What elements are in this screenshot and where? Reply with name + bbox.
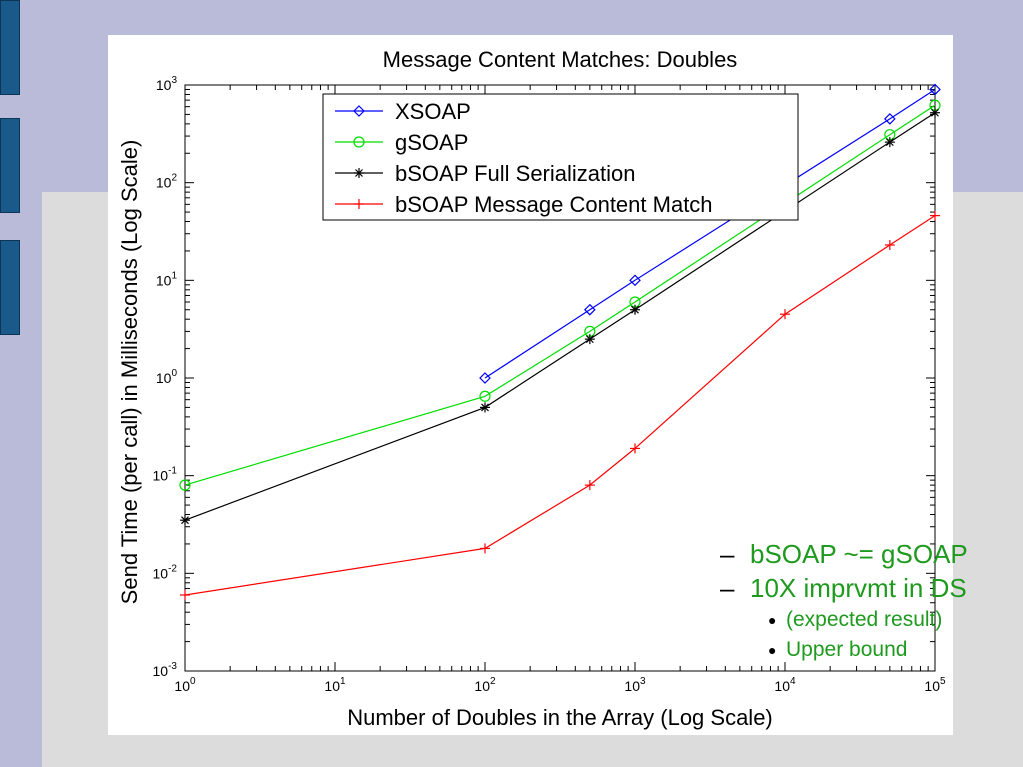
data-point-plus (180, 590, 190, 601)
data-point-circle (353, 136, 365, 148)
data-point-star (930, 107, 940, 118)
bullet-list: – bSOAP ~= gSOAP –10X imprvmt in DS ● (exp… (720, 537, 968, 665)
data-point-diamond (353, 105, 365, 117)
y-tick-label: 102 (156, 173, 178, 191)
y-axis-label: Send Time (per call) in Milliseconds (Lo… (117, 140, 142, 605)
x-axis-label: Number of Doubles in the Array (Log Scal… (347, 705, 773, 730)
y-tick-label: 103 (156, 75, 178, 93)
data-point-plus (930, 210, 940, 221)
data-point-star (480, 402, 490, 413)
y-tick-label: 101 (156, 270, 178, 288)
data-point-plus (354, 199, 364, 209)
dash-bullet-icon: – (720, 539, 735, 569)
data-point-star (180, 515, 190, 526)
bullet-item: –10X imprvmt in DS (720, 571, 968, 605)
data-point-plus (884, 240, 895, 251)
series-plus (180, 210, 940, 601)
legend-item: bSOAP Full Serialization (335, 161, 636, 186)
data-point-star (584, 334, 595, 345)
series-line (184, 112, 936, 521)
legend-label: XSOAP (395, 99, 471, 124)
series-star (180, 107, 940, 526)
data-point-diamond (583, 303, 596, 316)
y-tick-label: 10-2 (153, 563, 178, 581)
slide-tab-1 (0, 0, 20, 95)
series-line (184, 104, 936, 486)
sub-bullet-text: Upper bound (786, 637, 908, 661)
x-tick-label: 100 (174, 676, 196, 694)
dash-bullet-icon: – (720, 573, 735, 603)
chart-title: Message Content Matches: Doubles (383, 47, 738, 72)
legend-item: XSOAP (335, 99, 471, 124)
data-point-star (630, 304, 640, 315)
legend-item: gSOAP (335, 130, 468, 155)
background-band-left (0, 0, 42, 767)
slide-tab-2 (0, 118, 20, 213)
series-layer (179, 83, 941, 601)
data-point-diamond (883, 113, 896, 125)
bullet-text: bSOAP ~= gSOAP (750, 539, 968, 569)
x-tick-label: 104 (774, 676, 796, 694)
legend-box (322, 93, 799, 221)
dot-bullet-icon: ● (768, 611, 777, 628)
x-tick-label: 103 (624, 676, 646, 694)
chart-panel: Message Content Matches: Doubles Number … (108, 35, 968, 735)
data-point-plus (630, 443, 640, 454)
slide-tab-3 (0, 240, 20, 335)
legend-label: bSOAP Full Serialization (395, 161, 636, 186)
bullet-item: – bSOAP ~= gSOAP (720, 537, 968, 571)
bullet-text: 10X imprvmt in DS (750, 573, 967, 603)
x-tick-label: 101 (324, 676, 346, 694)
legend-label: bSOAP Message Content Match (395, 192, 713, 217)
x-tick-label: 105 (924, 676, 946, 694)
data-point-circle (479, 390, 491, 402)
sub-bullet-item: ● Upper bound (720, 635, 968, 665)
data-point-circle (179, 479, 191, 491)
series-line (484, 88, 936, 379)
data-point-plus (780, 309, 790, 320)
dot-bullet-icon: ● (768, 641, 777, 658)
data-point-diamond (929, 83, 941, 96)
legend-item: bSOAP Message Content Match (335, 192, 713, 217)
data-point-star (884, 137, 895, 148)
y-tick-label: 10-3 (153, 661, 178, 679)
chart: Message Content Matches: Doubles Number … (117, 47, 946, 730)
data-point-plus (480, 543, 490, 554)
y-tick-label: 100 (156, 368, 178, 386)
data-point-diamond (629, 274, 641, 287)
sub-bullet-text: (expected result) (786, 608, 943, 631)
legend: XSOAP gSOAP bSOAP Full Serialization bSOAP … (322, 93, 799, 221)
y-tick-label: 10-1 (153, 466, 178, 484)
series-diamond (479, 83, 941, 384)
data-point-plus (584, 480, 595, 491)
legend-label: gSOAP (395, 130, 468, 155)
sub-bullet-item: ● (expected result) (720, 605, 968, 635)
data-point-diamond (479, 372, 491, 384)
x-tick-label: 102 (474, 676, 496, 694)
data-point-star (354, 168, 364, 178)
